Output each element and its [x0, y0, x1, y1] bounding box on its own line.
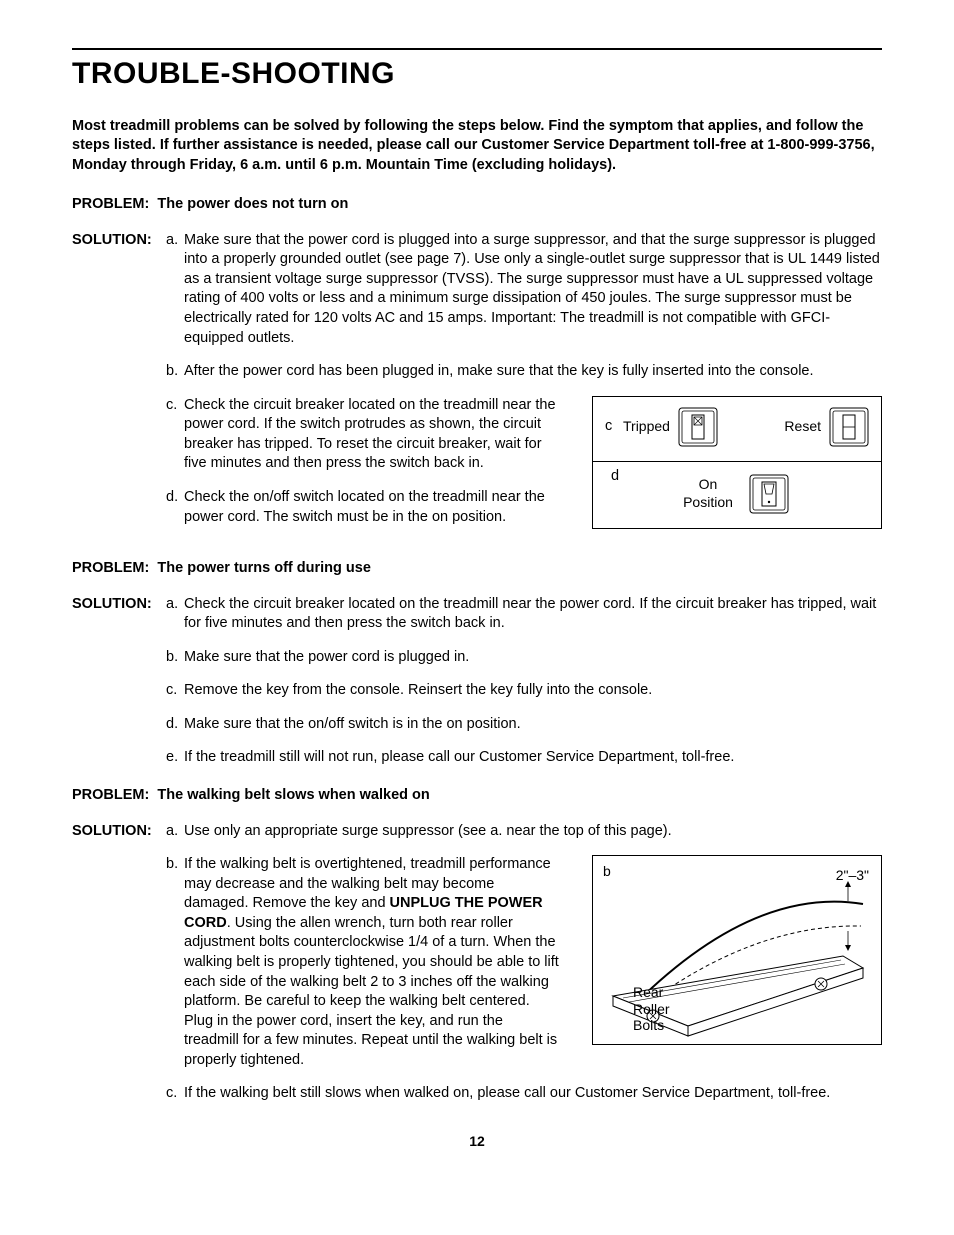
- on-label-line1: On: [699, 476, 718, 492]
- solution-label: SOLUTION:: [72, 595, 166, 615]
- page-number: 12: [72, 1132, 882, 1151]
- tripped-label: Tripped: [623, 418, 670, 436]
- problem-label: PROBLEM:: [72, 560, 149, 576]
- diagram-letter-c: c: [605, 417, 617, 437]
- diagram-letter-d: d: [611, 467, 623, 487]
- step-text: Check the circuit breaker located on the…: [184, 396, 561, 474]
- problem-label: PROBLEM:: [72, 787, 149, 803]
- step-text: Make sure that the on/off switch is in t…: [184, 715, 882, 735]
- problem-3-title: The walking belt slows when walked on: [157, 787, 429, 803]
- step-letter: c.: [166, 1084, 184, 1104]
- step-letter: d.: [166, 488, 184, 527]
- problem-2-title: The power turns off during use: [157, 560, 370, 576]
- problem-label: PROBLEM:: [72, 196, 149, 212]
- step-text: Make sure that the power cord is plugged…: [184, 231, 882, 348]
- solution-1b: b. After the power cord has been plugged…: [166, 362, 882, 382]
- step-letter: e.: [166, 748, 184, 768]
- solution-1a: SOLUTION: a. Make sure that the power co…: [72, 231, 882, 348]
- problem-3-heading: PROBLEM: The walking belt slows when wal…: [72, 786, 882, 806]
- on-switch-icon: [747, 472, 791, 516]
- solution-3c: c. If the walking belt still slows when …: [166, 1084, 882, 1104]
- step-text: Check the circuit breaker located on the…: [184, 595, 882, 634]
- step-letter: d.: [166, 715, 184, 735]
- step-text: Use only an appropriate surge suppressor…: [184, 822, 882, 842]
- rear-roller-bolts-label: Rear Roller Bolts: [633, 984, 670, 1034]
- on-label-line2: Position: [683, 494, 733, 510]
- step-letter: b.: [166, 362, 184, 382]
- solution-2b: b. Make sure that the power cord is plug…: [166, 648, 882, 668]
- step-letter: c.: [166, 681, 184, 701]
- intro-paragraph: Most treadmill problems can be solved by…: [72, 117, 882, 176]
- solution-3a: SOLUTION: a. Use only an appropriate sur…: [72, 822, 882, 842]
- step-text: If the walking belt is overtightened, tr…: [184, 855, 561, 1070]
- reset-switch-icon: [827, 405, 871, 449]
- step-letter: b.: [166, 648, 184, 668]
- solution-1c: c. Check the circuit breaker located on …: [166, 396, 561, 474]
- step-text: If the treadmill still will not run, ple…: [184, 748, 882, 768]
- step-letter: b.: [166, 855, 184, 1070]
- problem-1-title: The power does not turn on: [157, 196, 348, 212]
- solution-2c: c. Remove the key from the console. Rein…: [166, 681, 882, 701]
- step-text: After the power cord has been plugged in…: [184, 362, 882, 382]
- belt-diagram: b 2"–3" Rear Roller Bolts: [592, 855, 882, 1045]
- solution-label: SOLUTION:: [72, 231, 166, 251]
- problem-1-heading: PROBLEM: The power does not turn on: [72, 195, 882, 215]
- step-letter: a.: [166, 822, 184, 842]
- step-text: Make sure that the power cord is plugged…: [184, 648, 882, 668]
- rear-l3: Bolts: [633, 1017, 664, 1033]
- solution-label: SOLUTION:: [72, 822, 166, 842]
- step-letter: a.: [166, 595, 184, 634]
- step-text: Check the on/off switch located on the t…: [184, 488, 561, 527]
- step-text: Remove the key from the console. Reinser…: [184, 681, 882, 701]
- step-letter: a.: [166, 231, 184, 348]
- problem-2-heading: PROBLEM: The power turns off during use: [72, 559, 882, 579]
- top-rule: [72, 48, 882, 50]
- rear-l1: Rear: [633, 984, 663, 1000]
- reset-label: Reset: [784, 418, 821, 436]
- rear-l2: Roller: [633, 1001, 670, 1017]
- solution-3b: b. If the walking belt is overtightened,…: [166, 855, 561, 1070]
- step-3b-post: . Using the allen wrench, turn both rear…: [184, 915, 559, 1068]
- step-text: If the walking belt still slows when wal…: [184, 1084, 882, 1104]
- solution-2e: e. If the treadmill still will not run, …: [166, 748, 882, 768]
- page-title: TROUBLE-SHOOTING: [72, 54, 882, 95]
- on-position-label: On Position: [683, 476, 733, 511]
- step-letter: c.: [166, 396, 184, 474]
- circuit-breaker-diagram: c Tripped Reset d On Pos: [592, 396, 882, 529]
- solution-2a: SOLUTION: a. Check the circuit breaker l…: [72, 595, 882, 634]
- solution-1d: d. Check the on/off switch located on th…: [166, 488, 561, 527]
- tripped-switch-icon: [676, 405, 720, 449]
- solution-2d: d. Make sure that the on/off switch is i…: [166, 715, 882, 735]
